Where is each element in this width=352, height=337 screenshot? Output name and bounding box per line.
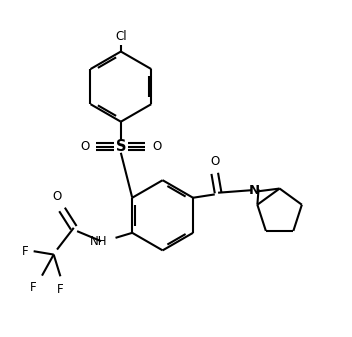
Text: F: F (22, 245, 29, 258)
Text: O: O (81, 140, 90, 153)
Text: O: O (52, 190, 62, 204)
Text: N: N (249, 184, 260, 197)
Text: F: F (30, 281, 37, 294)
Text: S: S (115, 139, 126, 154)
Text: F: F (57, 283, 64, 296)
Text: NH: NH (90, 235, 107, 248)
Text: O: O (152, 140, 161, 153)
Text: Cl: Cl (115, 30, 127, 43)
Text: O: O (210, 155, 219, 168)
